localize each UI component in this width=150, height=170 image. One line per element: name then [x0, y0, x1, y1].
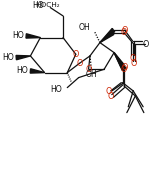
- Text: HO: HO: [50, 85, 62, 94]
- Polygon shape: [114, 53, 124, 67]
- Polygon shape: [100, 28, 114, 43]
- Text: O: O: [122, 63, 128, 72]
- Text: HO: HO: [32, 1, 44, 10]
- Polygon shape: [100, 31, 114, 43]
- Text: OH: OH: [78, 23, 90, 32]
- Polygon shape: [26, 34, 40, 38]
- Polygon shape: [114, 53, 126, 71]
- Text: O: O: [143, 40, 149, 49]
- Polygon shape: [16, 55, 30, 60]
- Text: OH: OH: [85, 70, 97, 79]
- Text: O: O: [107, 92, 114, 101]
- Text: O: O: [129, 54, 136, 63]
- Polygon shape: [30, 69, 45, 73]
- Text: O: O: [121, 28, 127, 37]
- Text: O: O: [105, 87, 112, 96]
- Text: HO: HO: [2, 53, 14, 62]
- Text: HOCH₂: HOCH₂: [35, 2, 60, 8]
- Text: HO: HO: [16, 66, 28, 75]
- Text: O: O: [122, 26, 128, 35]
- Text: O: O: [131, 59, 137, 68]
- Text: HO: HO: [12, 31, 24, 40]
- Text: O: O: [85, 65, 92, 74]
- Text: O: O: [73, 50, 79, 59]
- Text: O: O: [76, 59, 83, 68]
- Text: O: O: [121, 65, 127, 74]
